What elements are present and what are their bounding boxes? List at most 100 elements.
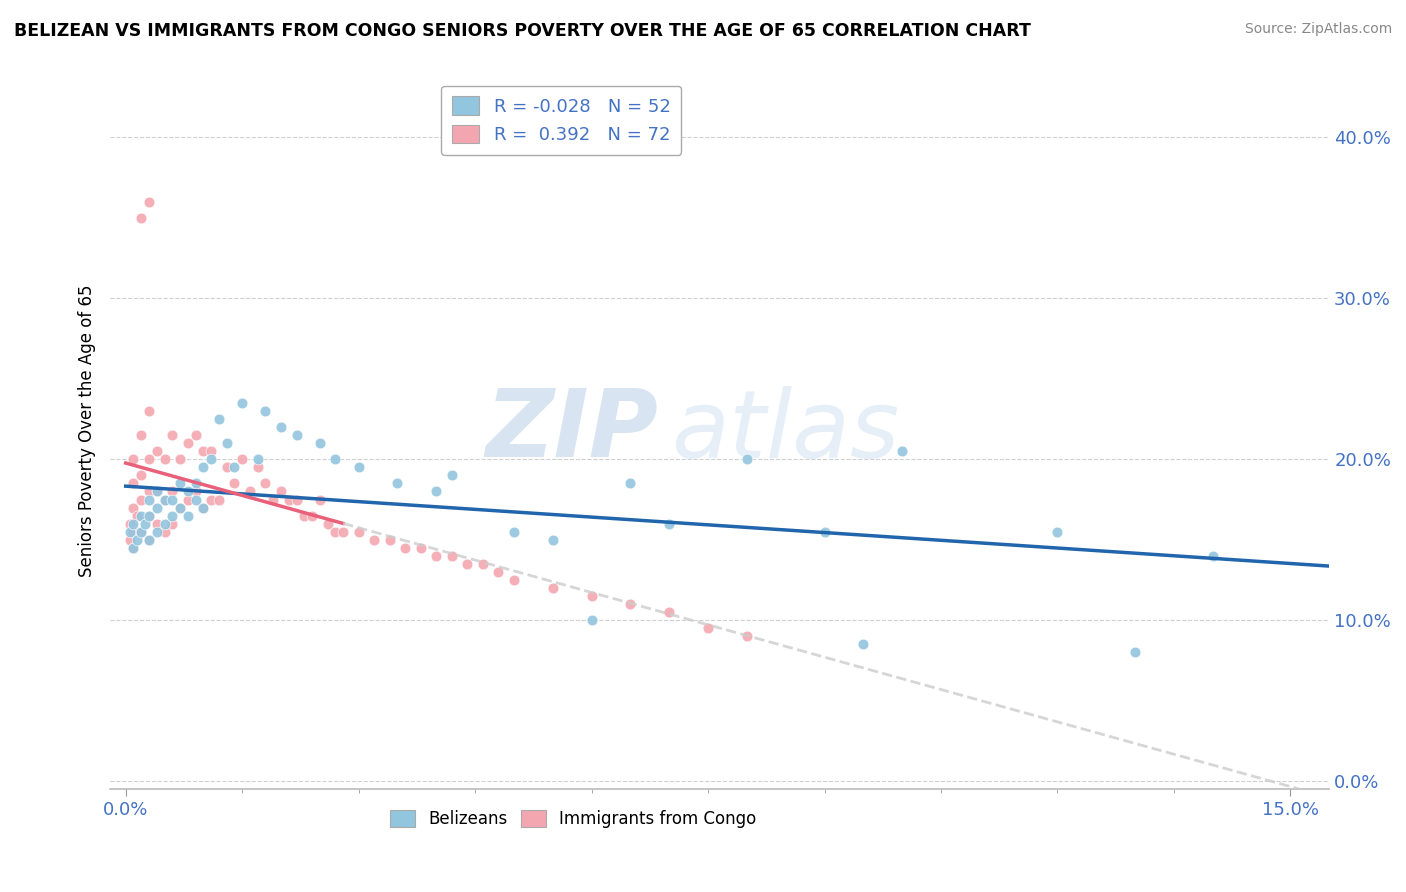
Point (184, 428, 207, 442)
Point (118, 524, 141, 539)
Point (316, 516, 339, 531)
Point (254, 476, 277, 491)
Point (153, 524, 176, 539)
Point (200, 452, 222, 467)
Text: ZIP: ZIP (486, 385, 659, 477)
Point (813, 524, 835, 539)
Point (122, 476, 145, 491)
Point (332, 524, 354, 539)
Point (184, 492, 207, 507)
Point (200, 492, 222, 507)
Point (162, 508, 184, 523)
Point (118, 533, 141, 547)
Point (308, 492, 330, 507)
Point (162, 492, 184, 507)
Point (138, 508, 160, 523)
Text: Source: ZipAtlas.com: Source: ZipAtlas.com (1244, 22, 1392, 37)
Point (231, 396, 253, 410)
Text: atlas: atlas (671, 385, 900, 476)
Point (184, 476, 207, 491)
Point (129, 211, 152, 225)
Point (138, 484, 160, 499)
Point (425, 549, 447, 563)
Point (292, 508, 315, 523)
Point (145, 444, 167, 458)
Point (122, 516, 145, 531)
Y-axis label: Seniors Poverty Over the Age of 65: Seniors Poverty Over the Age of 65 (79, 285, 96, 577)
Point (440, 549, 463, 563)
Point (254, 404, 277, 418)
Point (138, 452, 160, 467)
Point (239, 484, 262, 499)
Point (177, 492, 200, 507)
Point (224, 460, 246, 475)
Point (122, 524, 145, 539)
Point (1202, 549, 1225, 563)
Point (129, 508, 152, 523)
Point (224, 476, 246, 491)
Point (145, 516, 167, 531)
Point (231, 452, 253, 467)
Point (471, 557, 494, 571)
Point (246, 460, 269, 475)
Point (208, 412, 231, 426)
Point (145, 500, 167, 515)
Point (169, 500, 191, 515)
Point (619, 597, 641, 611)
Point (735, 629, 758, 643)
Point (193, 500, 215, 515)
Point (852, 637, 875, 651)
Point (363, 533, 385, 547)
Point (162, 516, 184, 531)
Point (122, 541, 145, 555)
Point (129, 468, 152, 483)
Point (169, 500, 191, 515)
Point (325, 452, 347, 467)
Point (138, 533, 160, 547)
Point (215, 460, 238, 475)
Point (262, 492, 284, 507)
Point (153, 452, 176, 467)
Point (347, 524, 370, 539)
Point (145, 484, 167, 499)
Legend: Belizeans, Immigrants from Congo: Belizeans, Immigrants from Congo (384, 803, 763, 835)
Point (270, 420, 292, 434)
Point (541, 533, 564, 547)
Text: BELIZEAN VS IMMIGRANTS FROM CONGO SENIORS POVERTY OVER THE AGE OF 65 CORRELATION: BELIZEAN VS IMMIGRANTS FROM CONGO SENIOR… (14, 22, 1031, 40)
Point (153, 492, 176, 507)
Point (581, 613, 603, 627)
Point (347, 460, 370, 475)
Point (138, 194, 160, 209)
Point (193, 500, 215, 515)
Point (162, 484, 184, 499)
Point (138, 533, 160, 547)
Point (301, 508, 323, 523)
Point (891, 444, 914, 458)
Point (503, 524, 526, 539)
Point (541, 581, 564, 595)
Point (127, 533, 149, 547)
Point (1123, 645, 1146, 659)
Point (169, 452, 191, 467)
Point (246, 452, 269, 467)
Point (658, 605, 681, 619)
Point (456, 557, 478, 571)
Point (208, 492, 231, 507)
Point (193, 444, 215, 458)
Point (285, 492, 308, 507)
Point (409, 541, 432, 555)
Point (122, 500, 145, 515)
Point (735, 452, 758, 467)
Point (129, 428, 152, 442)
Point (138, 492, 160, 507)
Point (658, 516, 681, 531)
Point (193, 460, 215, 475)
Point (145, 524, 167, 539)
Point (129, 492, 152, 507)
Point (425, 484, 447, 499)
Point (134, 516, 156, 531)
Point (177, 484, 200, 499)
Point (177, 508, 200, 523)
Point (503, 573, 526, 587)
Point (118, 516, 141, 531)
